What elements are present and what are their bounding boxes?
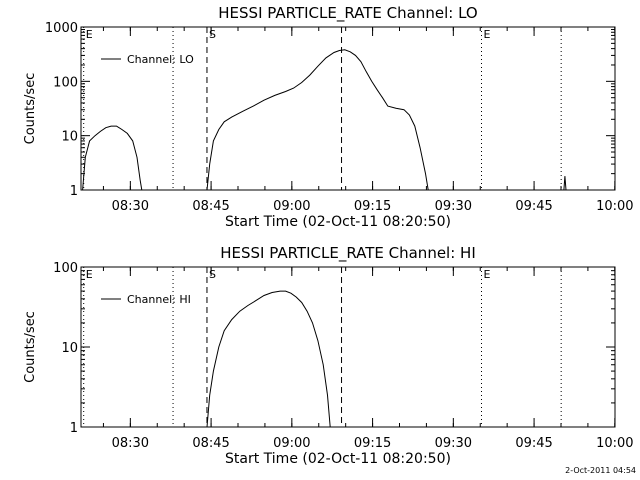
hi-x-tick-label: 09:30 xyxy=(435,436,472,451)
lo-marker-label-4: E xyxy=(484,28,491,41)
hi-y-axis-label: Counts/sec xyxy=(23,311,38,383)
hi-x-tick-label: 10:00 xyxy=(596,436,633,451)
lo-y-axis-label: Counts/sec xyxy=(23,73,38,145)
lo-x-tick-label: 09:00 xyxy=(273,199,310,214)
lo-series-line-segment-0 xyxy=(82,125,143,191)
lo-x-tick-label: 08:45 xyxy=(192,199,229,214)
lo-x-tick-label: 09:15 xyxy=(354,199,391,214)
lo-y-tick-label: 1 xyxy=(70,184,78,199)
hi-channel-panel: HESSI PARTICLE_RATE Channel: HI Start Ti… xyxy=(23,244,634,467)
lo-x-tick-label: 09:30 xyxy=(435,199,472,214)
lo-series-line-segment-1 xyxy=(206,49,429,191)
lo-y-tick-label: 1000 xyxy=(45,21,78,36)
hi-x-tick-label: 09:15 xyxy=(354,436,391,451)
hi-marker-label-4: E xyxy=(484,268,491,281)
lo-y-tick-label: 100 xyxy=(53,75,78,90)
lo-chart-title: HESSI PARTICLE_RATE Channel: LO xyxy=(218,4,477,23)
lo-legend-label: Channel: LO xyxy=(127,53,194,66)
hi-x-tick-label: 09:45 xyxy=(515,436,552,451)
lo-series-line-segment-2 xyxy=(563,176,567,191)
hi-marker-label-0: E xyxy=(86,268,93,281)
hi-y-tick-label: 100 xyxy=(53,261,78,276)
lo-marker-label-2: S xyxy=(209,28,216,41)
lo-x-axis-label: Start Time (02-Oct-11 08:20:50) xyxy=(225,214,451,230)
hi-x-tick-label: 08:30 xyxy=(112,436,149,451)
lo-y-tick-label: 10 xyxy=(61,130,78,145)
hi-chart-title: HESSI PARTICLE_RATE Channel: HI xyxy=(220,244,476,263)
hi-marker-label-2: S xyxy=(209,268,216,281)
lo-marker-label-0: E xyxy=(86,28,93,41)
lo-plot-frame xyxy=(80,26,616,191)
hi-x-tick-label: 09:00 xyxy=(273,436,310,451)
lo-channel-panel: HESSI PARTICLE_RATE Channel: LO Start Ti… xyxy=(23,4,634,230)
hi-x-tick-label: 08:45 xyxy=(192,436,229,451)
hi-y-tick-label: 1 xyxy=(70,421,78,436)
hi-y-tick-label: 10 xyxy=(61,341,78,356)
footer-timestamp: 2-Oct-2011 04:54 xyxy=(565,466,636,475)
hi-plot-frame xyxy=(80,266,616,428)
hi-legend-label: Channel: HI xyxy=(127,293,191,306)
lo-x-tick-label: 08:30 xyxy=(112,199,149,214)
lo-x-tick-label: 10:00 xyxy=(596,199,633,214)
hi-series-line-segment-0 xyxy=(206,290,331,428)
hi-x-axis-label: Start Time (02-Oct-11 08:20:50) xyxy=(225,451,451,467)
lo-x-tick-label: 09:45 xyxy=(515,199,552,214)
